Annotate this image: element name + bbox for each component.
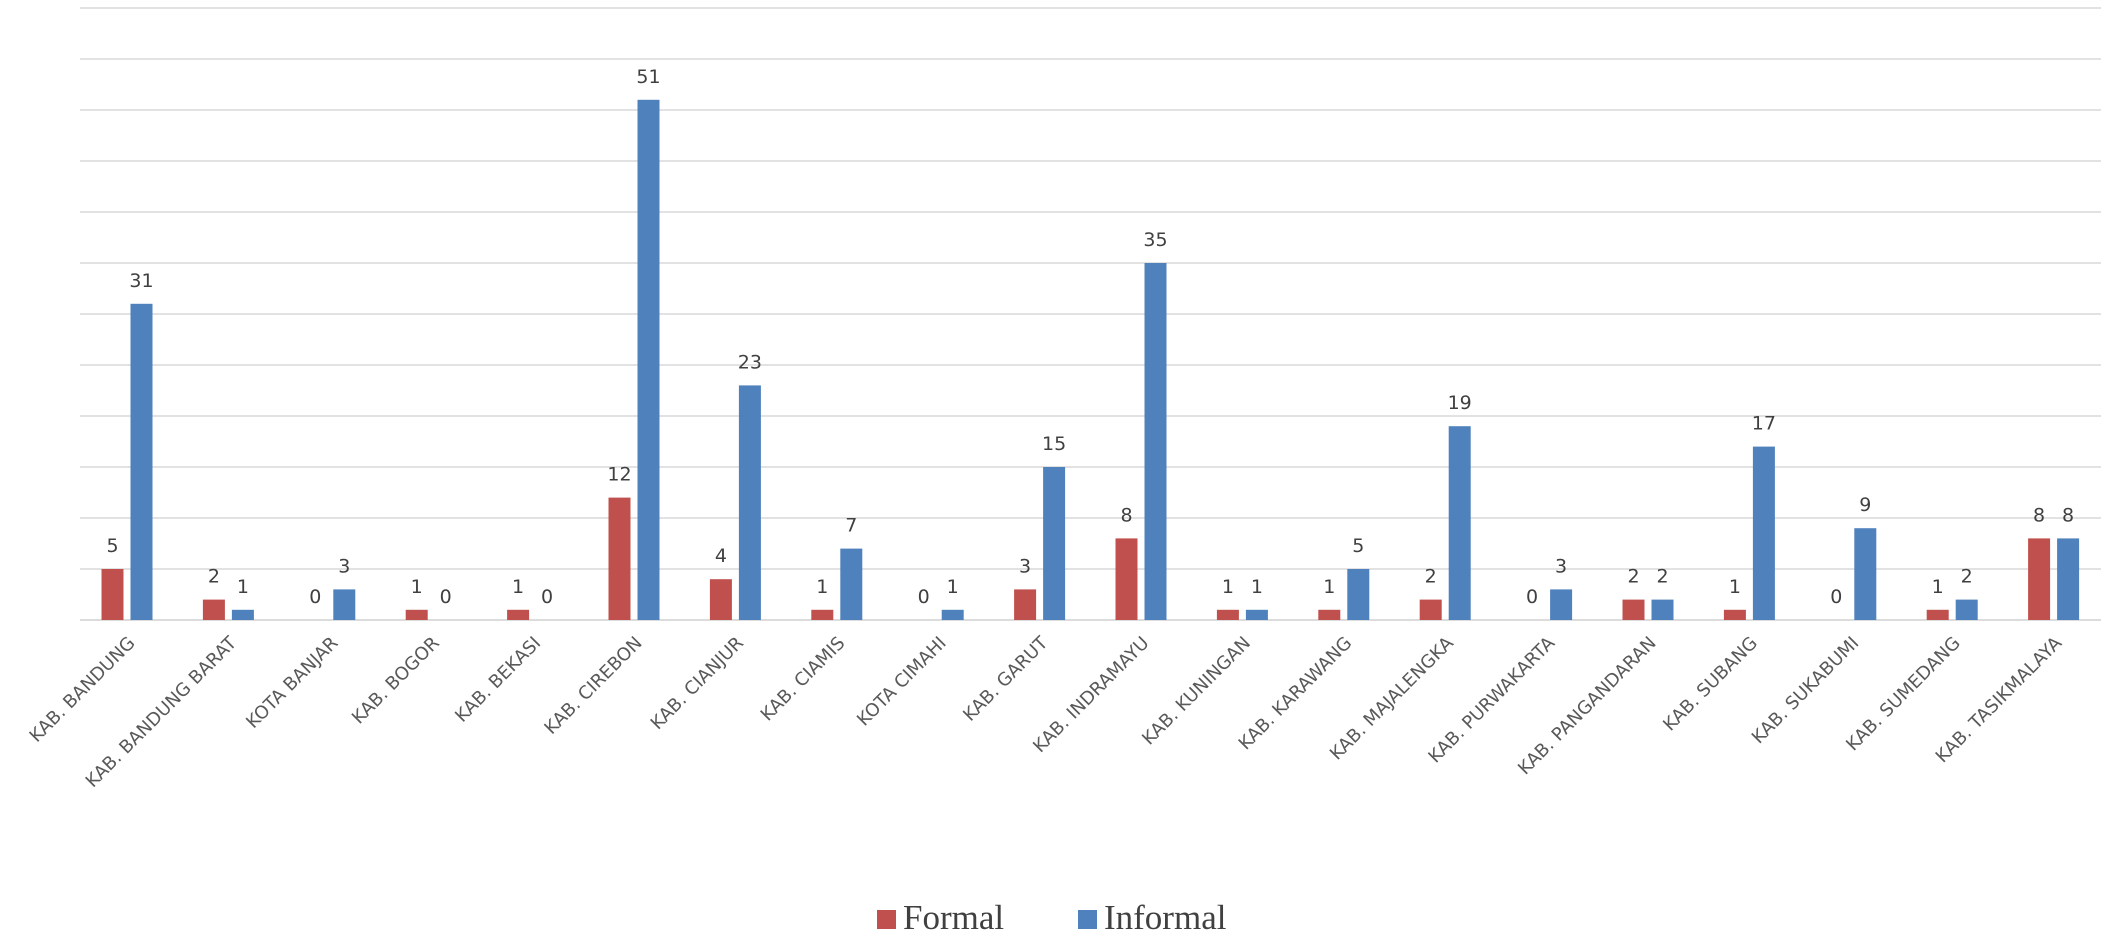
data-label-formal: 8 xyxy=(2033,504,2045,526)
bar-informal xyxy=(333,589,356,620)
data-label-informal: 19 xyxy=(1448,392,1472,414)
legend-swatch-formal xyxy=(877,910,896,929)
bar-formal xyxy=(1216,609,1239,620)
bar-informal xyxy=(231,609,254,620)
bar-formal xyxy=(2028,538,2051,620)
bar-formal xyxy=(1926,609,1949,620)
data-label-informal: 3 xyxy=(1555,555,1567,577)
data-label-formal: 5 xyxy=(106,535,118,557)
data-label-formal: 0 xyxy=(309,586,321,608)
data-label-informal: 5 xyxy=(1352,535,1364,557)
data-label-formal: 8 xyxy=(1120,504,1132,526)
data-label-informal: 51 xyxy=(636,66,660,88)
category-tick-label: KAB. GARUT xyxy=(959,632,1053,726)
data-label-formal: 12 xyxy=(607,464,631,486)
category-tick-label: KAB. SUBANG xyxy=(1659,633,1762,736)
category-tick-label: KAB. CIANJUR xyxy=(647,633,748,734)
bar-formal xyxy=(101,569,124,620)
bar-formal xyxy=(1419,599,1442,620)
data-label-informal: 9 xyxy=(1859,494,1871,516)
data-label-formal: 4 xyxy=(715,545,727,567)
legend-label-informal: Informal xyxy=(1104,898,1227,936)
data-label-informal: 0 xyxy=(440,586,452,608)
bar-informal xyxy=(130,303,153,620)
bar-informal xyxy=(1854,528,1877,620)
category-tick-label: KOTA BANJAR xyxy=(242,633,342,733)
bar-informal xyxy=(637,99,660,621)
data-label-formal: 1 xyxy=(1222,576,1234,598)
legend-label-formal: Formal xyxy=(903,898,1004,936)
bar-informal xyxy=(1448,426,1471,620)
legend-swatch-informal xyxy=(1078,910,1097,929)
data-label-formal: 1 xyxy=(411,576,423,598)
bar-formal xyxy=(1622,599,1645,620)
data-label-formal: 1 xyxy=(1932,576,1944,598)
category-tick-label: KAB. CIAMIS xyxy=(757,633,850,726)
data-label-informal: 8 xyxy=(2062,504,2074,526)
data-label-formal: 3 xyxy=(1019,555,1031,577)
bars xyxy=(101,99,2080,621)
legend: Formal Informal xyxy=(877,898,1227,936)
category-tick-label: KOTA CIMAHI xyxy=(853,633,951,731)
category-tick-label: KAB. CIREBON xyxy=(540,633,646,739)
data-label-informal: 2 xyxy=(1656,566,1668,588)
data-label-formal: 0 xyxy=(1830,586,1842,608)
data-label-formal: 2 xyxy=(208,566,220,588)
bar-informal xyxy=(1752,446,1775,620)
data-label-informal: 35 xyxy=(1143,229,1167,251)
bar-formal xyxy=(608,497,631,620)
data-label-informal: 1 xyxy=(237,576,249,598)
category-tick-label: KAB. BOGOR xyxy=(348,633,444,729)
category-tick-label: KAB. SUKABUMI xyxy=(1748,633,1864,749)
bar-formal xyxy=(1723,609,1746,620)
bar-informal xyxy=(2057,538,2080,620)
data-label-informal: 23 xyxy=(738,351,762,373)
bar-formal xyxy=(202,599,225,620)
data-label-informal: 15 xyxy=(1042,433,1066,455)
bar-formal xyxy=(405,609,428,620)
bar-formal xyxy=(1318,609,1341,620)
data-label-informal: 0 xyxy=(541,586,553,608)
bar-formal xyxy=(1115,538,1138,620)
category-tick-label: KAB. KUNINGAN xyxy=(1138,633,1255,750)
data-label-informal: 31 xyxy=(129,270,153,292)
data-label-formal: 2 xyxy=(1425,566,1437,588)
data-label-formal: 2 xyxy=(1627,566,1639,588)
data-label-informal: 1 xyxy=(1251,576,1263,598)
bar-informal xyxy=(1347,569,1370,620)
data-label-informal: 17 xyxy=(1752,413,1776,435)
category-tick-label: KAB. BANDUNG xyxy=(26,633,140,747)
bar-informal xyxy=(1144,263,1167,620)
bar-informal xyxy=(1043,467,1066,620)
gridlines xyxy=(80,7,2101,621)
bar-formal xyxy=(811,609,834,620)
bar-formal xyxy=(1014,589,1037,620)
data-label-formal: 0 xyxy=(918,586,930,608)
bar-informal xyxy=(840,548,863,620)
data-label-formal: 1 xyxy=(1729,576,1741,598)
data-label-informal: 3 xyxy=(338,555,350,577)
bar-informal xyxy=(1550,589,1573,620)
bar-informal xyxy=(738,385,761,620)
bar-formal xyxy=(709,579,732,620)
bar-informal xyxy=(1651,599,1674,620)
category-tick-label: KAB. BEKASI xyxy=(451,633,545,727)
data-label-informal: 2 xyxy=(1961,566,1973,588)
data-label-informal: 1 xyxy=(947,576,959,598)
data-label-formal: 1 xyxy=(816,576,828,598)
bar-informal xyxy=(941,609,964,620)
data-label-formal: 0 xyxy=(1526,586,1538,608)
data-label-informal: 7 xyxy=(845,515,857,537)
bar-informal xyxy=(1245,609,1268,620)
data-label-formal: 1 xyxy=(512,576,524,598)
bar-informal xyxy=(1955,599,1978,620)
data-label-formal: 1 xyxy=(1323,576,1335,598)
bar-formal xyxy=(507,609,530,620)
